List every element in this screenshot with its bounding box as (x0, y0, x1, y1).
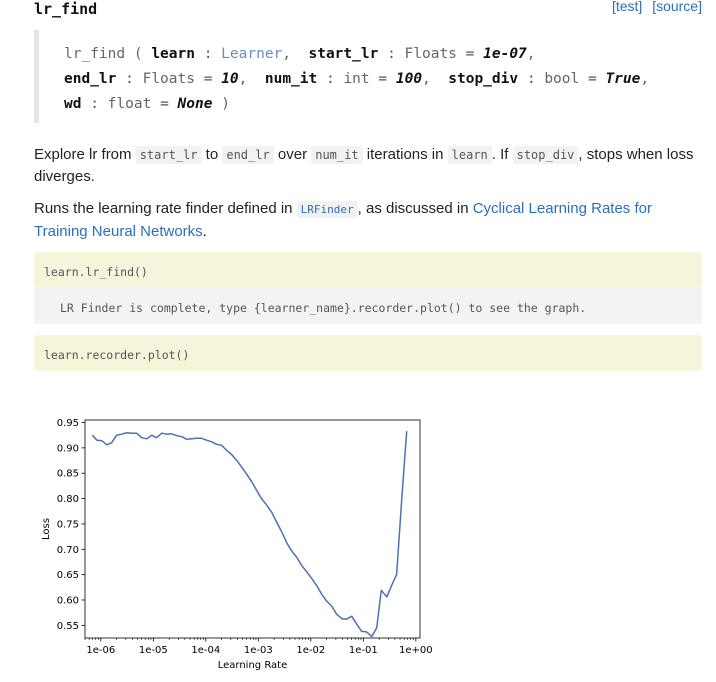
description-paragraph-1: Explore lr from start_lr to end_lr over … (34, 144, 706, 188)
param-type-wd: float (107, 96, 152, 112)
lr-loss-plot: 0.55 0.60 0.65 0.70 0.75 0.80 0.85 0.90 0.95 1e-0… (41, 418, 433, 671)
y-tick-label: 0.85 (57, 469, 79, 480)
y-tick-label: 0.90 (57, 443, 79, 454)
inline-code-num-it: num_it (311, 146, 363, 164)
signature-func-name: lr_find (64, 46, 126, 62)
x-tick-label: 1e-05 (139, 645, 168, 656)
code-output-1: LR Finder is complete, type {learner_nam… (60, 301, 587, 315)
code-cell-input-2[interactable]: learn.recorder.plot() (34, 335, 702, 371)
signature-line-3: wd : float = None ) (64, 96, 230, 112)
desc-text: , as discussed in (357, 200, 473, 217)
signature-line-1: lr_find ( learn : Learner, start_lr : Fl… (64, 46, 536, 62)
param-name-end-lr: end_lr (64, 71, 117, 87)
param-name-num-it: num_it (264, 71, 318, 87)
x-tick-label: 1e-06 (86, 645, 115, 656)
param-name-wd: wd (64, 96, 82, 112)
y-axis-label: Loss (41, 518, 52, 540)
loss-curve (91, 431, 408, 638)
y-tick-label: 0.65 (57, 570, 79, 581)
x-axis-label: Learning Rate (218, 660, 288, 671)
x-tick-label: 1e+00 (399, 645, 433, 656)
test-link[interactable]: [test] (611, 0, 643, 14)
code-input-2: learn.recorder.plot() (44, 348, 190, 362)
y-tick-label: 0.75 (57, 519, 79, 530)
inline-code-end-lr: end_lr (222, 146, 274, 164)
param-default-wd: None (177, 96, 213, 112)
code-cell-output-1: LR Finder is complete, type {learner_nam… (34, 288, 702, 324)
code-cell-input-1[interactable]: learn.lr_find() (34, 252, 702, 288)
y-tick-label: 0.60 (57, 595, 79, 606)
signature-open-paren: ( (133, 46, 143, 62)
desc-text: Runs the learning rate finder defined in (34, 200, 297, 217)
param-type-end-lr: Floats (142, 71, 195, 87)
x-tick-label: 1e-01 (349, 645, 378, 656)
param-type-stop-div: bool (544, 71, 580, 87)
plot-frame (84, 419, 421, 639)
desc-text: to (201, 146, 223, 163)
param-default-stop-div: True (605, 71, 641, 87)
desc-text: over (273, 146, 312, 163)
param-name-start-lr: start_lr (308, 46, 379, 62)
signature-line-2: end_lr : Floats = 10, num_it : int = 100… (64, 71, 650, 87)
param-name-learn: learn (151, 46, 195, 62)
inline-code-learn: learn (447, 146, 492, 164)
param-type-start-lr: Floats (404, 46, 457, 62)
desc-text: , stops when loss diverges. (34, 146, 694, 185)
description-paragraph-2: Runs the learning rate finder defined in… (34, 198, 706, 243)
inline-code-start-lr: start_lr (135, 146, 202, 164)
header-links: [test] [source] (606, 0, 702, 14)
paper-link[interactable]: Cyclical Learning Rates for Training Neu… (34, 200, 652, 240)
function-title: lr_find (34, 0, 98, 18)
x-tick-label: 1e-03 (244, 645, 273, 656)
inline-code-stop-div: stop_div (512, 146, 579, 164)
signature-close-paren: ) (221, 96, 230, 112)
desc-text: . (202, 223, 207, 240)
y-tick-label: 0.95 (57, 418, 79, 429)
param-default-num-it: 100 (395, 71, 423, 87)
source-link[interactable]: [source] (652, 0, 702, 14)
desc-text: iterations in (362, 146, 448, 163)
function-signature: lr_find ( learn : Learner, start_lr : Fl… (34, 30, 702, 123)
param-default-start-lr: 1e-07 (483, 46, 527, 62)
param-name-stop-div: stop_div (448, 71, 519, 87)
param-type-learn: Learner (221, 46, 283, 62)
x-tick-label: 1e-02 (296, 645, 325, 656)
code-input-1: learn.lr_find() (44, 265, 148, 279)
y-tick-label: 0.80 (57, 494, 79, 505)
param-type-num-it: int (343, 71, 370, 87)
desc-text: . If (491, 146, 513, 163)
y-tick-label: 0.70 (57, 545, 79, 556)
lrfinder-link[interactable]: LRFinder (296, 201, 358, 218)
param-default-end-lr: 10 (221, 71, 239, 87)
desc-text: Explore lr from (34, 146, 136, 163)
x-tick-label: 1e-04 (191, 645, 220, 656)
y-tick-label: 0.55 (57, 621, 79, 632)
